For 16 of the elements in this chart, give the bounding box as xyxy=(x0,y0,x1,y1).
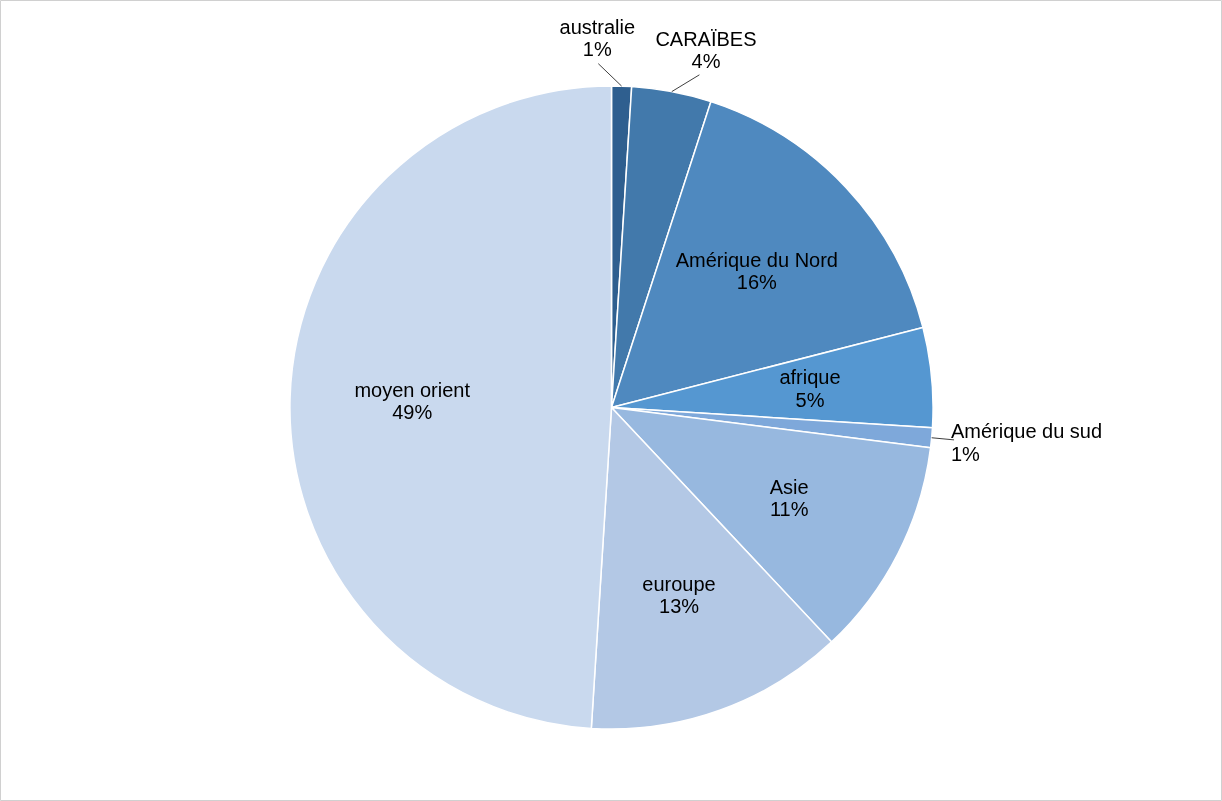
data-label: 1% xyxy=(582,38,612,61)
data-label: 4% xyxy=(691,50,721,73)
slice-label: Amérique du sud xyxy=(950,420,1103,443)
data-label: 13% xyxy=(659,595,700,618)
slice-label: CARAÏBES xyxy=(655,27,757,50)
data-label: 49% xyxy=(392,401,433,424)
data-label: 16% xyxy=(736,271,778,294)
slice-label: australie xyxy=(559,15,636,38)
data-label: 11% xyxy=(769,498,809,521)
slice-label: Asie xyxy=(769,475,809,498)
slice-label: afrique xyxy=(779,366,841,389)
slice-label: euroupe xyxy=(642,572,716,595)
data-label: 1% xyxy=(950,442,981,465)
slice-label: moyen orient xyxy=(354,378,471,401)
slice-label: Amérique du Nord xyxy=(675,248,838,271)
data-label: 5% xyxy=(795,388,825,411)
